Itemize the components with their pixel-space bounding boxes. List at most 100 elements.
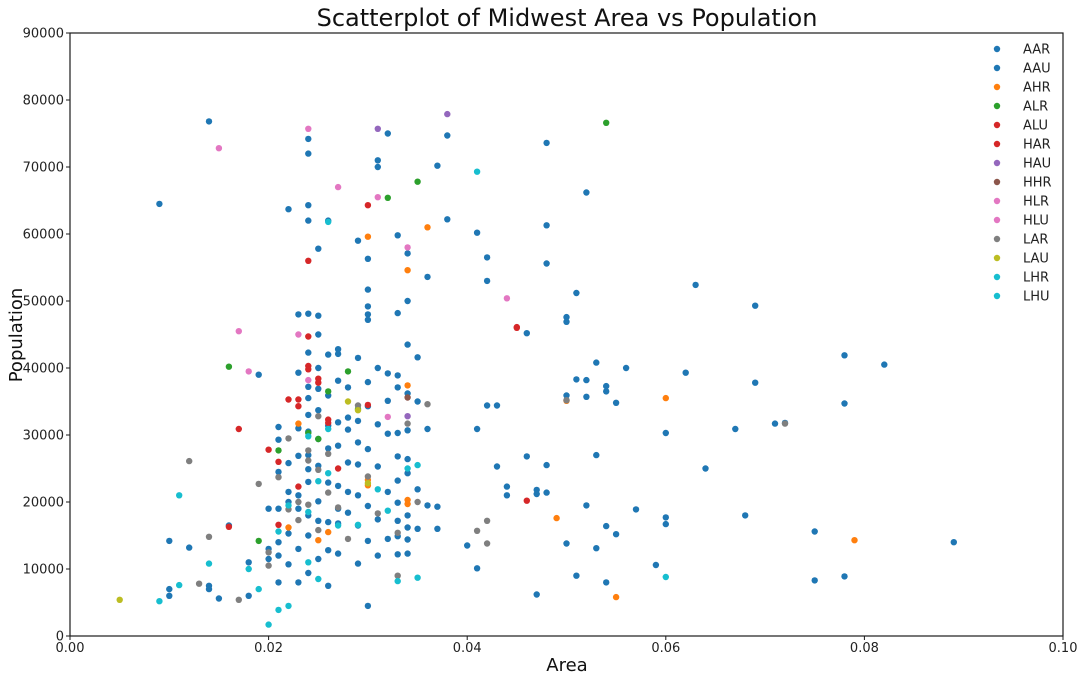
legend-label: HLR [1023,195,1049,210]
data-point [195,580,203,587]
data-point [255,585,262,593]
y-tick-label: 60000 [23,228,64,243]
data-point [334,377,342,384]
data-point [305,559,312,566]
series-lhu [156,168,669,628]
data-point [603,388,610,395]
legend-marker [993,178,1001,186]
data-point [186,544,193,551]
data-point [315,364,322,372]
data-point [334,442,342,449]
data-point [275,606,282,614]
data-point [235,596,242,603]
data-point [404,427,411,434]
data-point [523,497,530,504]
data-point [295,579,302,586]
data-point [473,527,481,534]
data-point [573,376,580,383]
data-point [245,368,252,375]
data-point [444,132,451,139]
data-point [325,218,332,226]
data-point [404,524,411,531]
data-point [325,388,332,395]
data-point [364,286,372,293]
data-point [305,383,312,390]
legend-marker [993,159,1001,167]
data-point [354,402,362,409]
data-point [364,202,372,209]
data-point [881,361,888,368]
series-aau [166,286,441,610]
data-point [950,539,957,546]
data-point [325,425,332,433]
data-point [473,425,481,433]
data-point [364,378,372,386]
data-point [394,577,401,585]
data-point [305,478,312,486]
data-point [225,523,233,530]
x-axis-label: Area [546,655,587,676]
data-point [305,532,312,539]
legend-marker [993,292,1001,300]
data-point [583,189,590,196]
data-point [275,447,282,454]
data-point [305,451,312,459]
data-point [305,202,312,209]
data-point [205,118,213,125]
series-hlr [215,125,381,201]
data-point [473,168,481,175]
data-point [394,309,401,317]
data-point [344,426,352,433]
data-point [344,384,352,391]
data-point [344,535,352,543]
legend-marker [993,140,1001,148]
data-point [305,366,312,373]
data-point [424,425,431,433]
data-point [285,561,292,568]
data-point [275,539,282,546]
data-point [384,130,391,137]
data-point [334,482,342,490]
data-point [384,488,391,496]
x-tick-label: 0.10 [1049,641,1078,656]
data-point [265,505,272,512]
data-point [315,555,322,563]
data-point [325,351,332,358]
data-point [315,575,322,583]
data-point [652,561,660,569]
data-point [325,450,332,457]
data-point [364,311,372,318]
legend-label: HAU [1023,157,1051,172]
data-point [374,552,381,559]
data-point [285,502,292,509]
legend-label: LAR [1023,233,1048,248]
data-point [275,423,282,431]
data-point [404,394,411,401]
data-point [315,435,322,443]
x-tick-label: 0.00 [56,641,85,656]
data-point [612,399,620,406]
data-point [404,297,411,305]
data-point [563,313,570,321]
data-point [245,592,252,599]
data-point [215,595,223,602]
legend-label: LAU [1023,252,1049,267]
data-point [424,224,431,231]
series-hhr [404,394,411,401]
data-point [394,384,401,391]
data-point [255,480,262,488]
data-point [573,289,580,297]
data-point [354,560,362,567]
data-point [593,451,600,459]
data-point [325,470,332,477]
plot-area-frame [69,32,1064,637]
data-point [364,401,372,409]
data-point [344,488,352,496]
data-point [305,411,312,419]
data-point [364,502,372,510]
y-tick-label: 0 [56,630,64,645]
legend-label: AAR [1023,43,1050,58]
y-tick-label: 70000 [23,161,64,176]
data-point [275,521,282,528]
data-point [374,463,381,470]
